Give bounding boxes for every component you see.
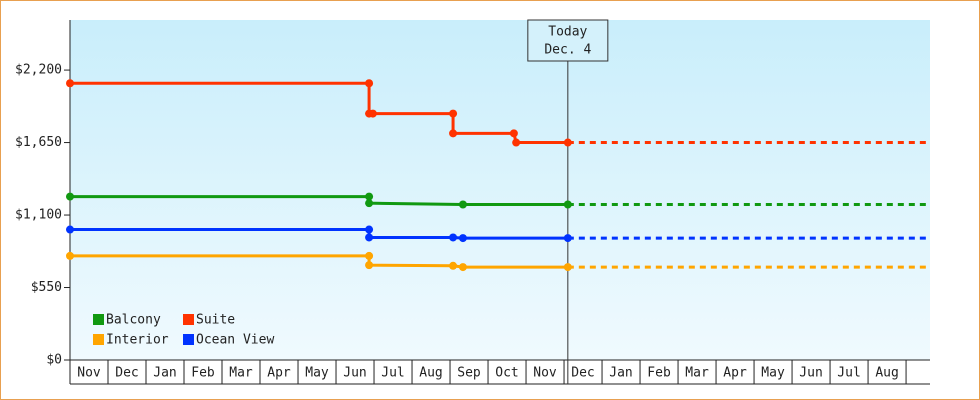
legend-swatch bbox=[93, 314, 104, 325]
x-tick-label: Sep bbox=[457, 366, 481, 381]
today-box bbox=[527, 19, 609, 62]
x-tick-label: Dec bbox=[571, 366, 594, 381]
x-tick-label: May bbox=[761, 366, 785, 381]
price-point bbox=[563, 200, 572, 209]
x-tick-label: Apr bbox=[723, 366, 747, 381]
price-point bbox=[563, 234, 572, 243]
legend-label: Balcony bbox=[106, 313, 161, 328]
x-tick-label: Nov bbox=[533, 366, 557, 381]
legend-label: Ocean View bbox=[196, 333, 274, 348]
x-tick-label: Jul bbox=[381, 366, 404, 381]
x-tick-label: Jun bbox=[343, 366, 366, 381]
price-point bbox=[458, 200, 467, 209]
y-tick-label: $1,100 bbox=[15, 208, 62, 223]
x-tick-label: Mar bbox=[229, 366, 253, 381]
y-tick-label: $1,650 bbox=[15, 135, 62, 150]
price-point bbox=[365, 79, 374, 88]
price-point bbox=[365, 199, 374, 208]
x-tick-label: Nov bbox=[77, 366, 101, 381]
price-point bbox=[449, 261, 458, 270]
price-point bbox=[66, 79, 74, 88]
price-point bbox=[365, 233, 374, 242]
x-tick-label: May bbox=[305, 366, 329, 381]
price-point bbox=[365, 251, 374, 260]
legend-swatch bbox=[183, 314, 194, 325]
price-point bbox=[365, 225, 374, 234]
price-point bbox=[66, 225, 74, 234]
x-tick-label: Apr bbox=[267, 366, 291, 381]
price-point bbox=[563, 263, 572, 272]
x-tick-label: Aug bbox=[875, 366, 898, 381]
plot-area bbox=[70, 20, 930, 360]
price-point bbox=[365, 261, 374, 270]
price-point bbox=[512, 138, 521, 147]
today-label: Today bbox=[548, 25, 587, 40]
price-point bbox=[458, 263, 467, 272]
price-point bbox=[449, 109, 458, 118]
x-tick-label: Mar bbox=[685, 366, 709, 381]
price-point bbox=[458, 234, 467, 243]
x-tick-label: Jun bbox=[799, 366, 822, 381]
legend-swatch bbox=[183, 334, 194, 345]
x-tick-label: Jul bbox=[837, 366, 860, 381]
x-tick-label: Dec bbox=[115, 366, 138, 381]
y-tick-label: $550 bbox=[31, 280, 62, 295]
legend-swatch bbox=[93, 334, 104, 345]
x-tick-label: Feb bbox=[191, 366, 215, 381]
price-point bbox=[449, 233, 458, 242]
today-label: Dec. 4 bbox=[544, 43, 591, 58]
y-tick-label: $2,200 bbox=[15, 63, 62, 78]
price-point bbox=[368, 109, 377, 118]
price-line bbox=[70, 228, 568, 240]
x-tick-label: Aug bbox=[419, 366, 442, 381]
x-tick-label: Oct bbox=[495, 366, 518, 381]
price-line bbox=[70, 254, 568, 269]
x-tick-label: Jan bbox=[153, 366, 176, 381]
price-point bbox=[66, 192, 74, 201]
price-point bbox=[509, 129, 518, 138]
legend-label: Interior bbox=[106, 333, 169, 348]
x-tick-label: Jan bbox=[609, 366, 632, 381]
price-point bbox=[66, 251, 74, 260]
price-point bbox=[449, 129, 458, 138]
price-point bbox=[365, 192, 374, 201]
y-tick-label: $0 bbox=[46, 353, 62, 368]
price-point bbox=[563, 138, 572, 147]
legend-label: Suite bbox=[196, 313, 235, 328]
x-tick-label: Feb bbox=[647, 366, 671, 381]
